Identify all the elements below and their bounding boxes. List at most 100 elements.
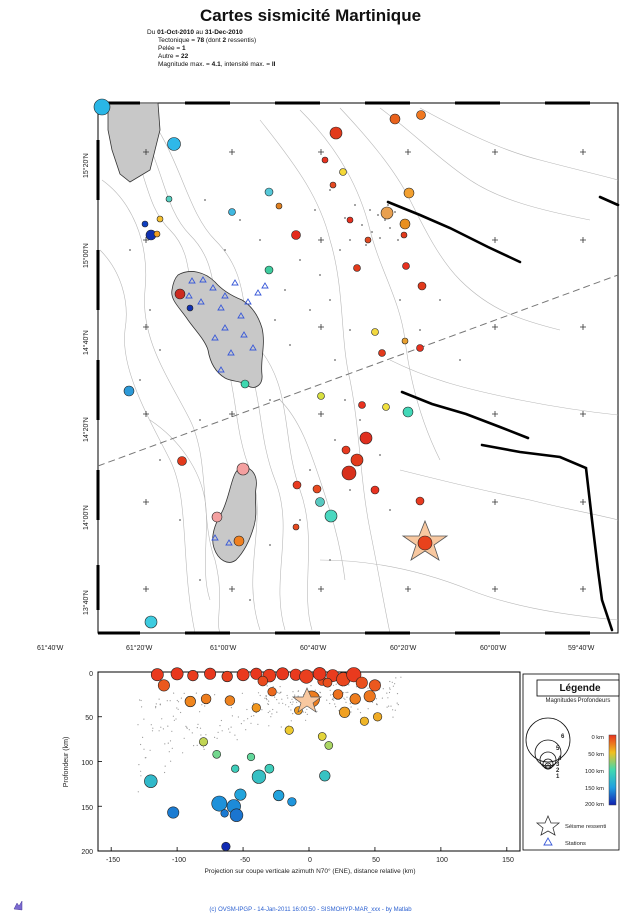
micro-dot: [334, 703, 336, 705]
micro-dot: [392, 709, 394, 711]
section-event: [157, 679, 170, 692]
micro-dot: [143, 748, 145, 750]
micro-dot: [205, 734, 207, 736]
micro-dot: [330, 694, 332, 696]
legend-depth-labels: 0 km 50 km 100 km 150 km 200 km: [585, 735, 604, 808]
micro-dot: [267, 703, 270, 706]
micro-dot: [250, 715, 252, 718]
micro-dot: [158, 698, 160, 700]
legend-title-box: [536, 679, 620, 697]
micro-dot: [193, 745, 195, 747]
section-event: [204, 667, 217, 680]
section-event: [317, 732, 327, 741]
section-event: [231, 764, 240, 773]
micro-dot: [180, 711, 182, 714]
micro-dot: [382, 688, 384, 690]
section-event: [246, 752, 256, 762]
micro-dot: [250, 722, 252, 724]
legend-magnitudes: Magnitudes: [545, 698, 576, 704]
micro-dot: [348, 684, 350, 686]
micro-dot: [289, 701, 292, 704]
micro-dot: [264, 697, 266, 699]
micro-dot: [162, 728, 164, 730]
lon-tick: 61°00'W: [210, 644, 237, 652]
section-event: [349, 693, 361, 705]
map-grid-crosses: [143, 149, 586, 592]
micro-dot: [196, 727, 198, 729]
saint-lucia-island: [212, 467, 257, 563]
x-tick: -100: [172, 857, 186, 864]
legend-title: Légende: [559, 683, 601, 694]
section-x-ticks: -150 -100 -50 0 50 100 150: [106, 857, 514, 864]
micro-dot: [332, 697, 334, 699]
micro-dot: [332, 684, 335, 686]
legend-depths: Profondeurs: [578, 698, 611, 704]
section-event: [251, 769, 266, 784]
micro-dot: [141, 706, 143, 708]
micro-dot: [394, 683, 396, 685]
section-event: [187, 669, 199, 682]
x-tick: 100: [436, 857, 448, 864]
legend-station-icon: [543, 837, 553, 846]
micro-dot: [329, 702, 331, 705]
micro-dot: [229, 731, 231, 733]
micro-dot: [237, 716, 239, 718]
micro-dot: [167, 742, 169, 744]
micro-dot: [196, 744, 198, 747]
svg-text:4: 4: [558, 756, 562, 762]
micro-dot: [276, 711, 278, 713]
x-tick: -150: [106, 857, 120, 864]
micro-dot: [137, 724, 139, 726]
svg-text:200 km: 200 km: [585, 802, 604, 808]
micro-dot: [168, 751, 170, 753]
micro-dot: [203, 748, 205, 751]
lon-tick: 60°20'W: [390, 644, 417, 652]
micro-dot: [183, 692, 185, 695]
micro-dot: [159, 704, 161, 706]
micro-dot: [333, 699, 335, 701]
svg-text:0 km: 0 km: [591, 735, 604, 741]
micro-dot: [350, 711, 352, 713]
micro-dot: [247, 718, 249, 720]
period-line: Du 01-Oct-2010 au 31-Dec-2010: [147, 29, 243, 36]
micro-dot: [389, 688, 391, 690]
micro-dot: [266, 699, 268, 701]
tectonic-line: Tectonique = 78 (dont 2 ressentis): [158, 37, 257, 44]
micro-dot: [281, 698, 283, 700]
micro-dot: [164, 765, 166, 767]
micro-dot: [345, 691, 347, 694]
section-event: [250, 667, 263, 680]
micro-dot: [347, 691, 349, 694]
micro-dot: [371, 701, 374, 703]
map-stations: [185, 276, 269, 546]
micro-dot: [261, 709, 263, 711]
micro-dot: [375, 698, 378, 700]
micro-dot: [265, 695, 267, 698]
micro-dot: [241, 692, 243, 694]
lat-tick: 15°20'N: [82, 153, 90, 178]
section-event: [144, 774, 158, 788]
y-tick: 100: [81, 760, 93, 767]
micro-dot: [282, 702, 284, 704]
micro-dot: [257, 692, 260, 694]
micro-dot: [286, 694, 288, 697]
micro-dot: [214, 694, 216, 696]
lon-tick: 60°00'W: [480, 644, 507, 652]
section-event: [368, 679, 381, 692]
micro-dot: [180, 697, 182, 699]
micro-dot: [173, 719, 175, 721]
svg-text:50 km: 50 km: [588, 752, 604, 758]
micro-dot: [290, 720, 292, 722]
section-event: [332, 689, 344, 700]
micro-dot: [142, 736, 144, 739]
micro-dot: [294, 694, 296, 696]
micro-dot: [149, 749, 151, 751]
micro-dot: [252, 702, 254, 704]
micro-dot: [202, 746, 204, 748]
micro-dot: [152, 727, 154, 729]
section-event: [264, 763, 275, 774]
micro-dot: [173, 692, 175, 694]
map-lon-ticks: 61°40'W 61°20'W 61°00'W 60°40'W 60°20'W …: [37, 644, 595, 652]
svg-text:100 km: 100 km: [585, 769, 604, 775]
section-event: [267, 687, 277, 697]
